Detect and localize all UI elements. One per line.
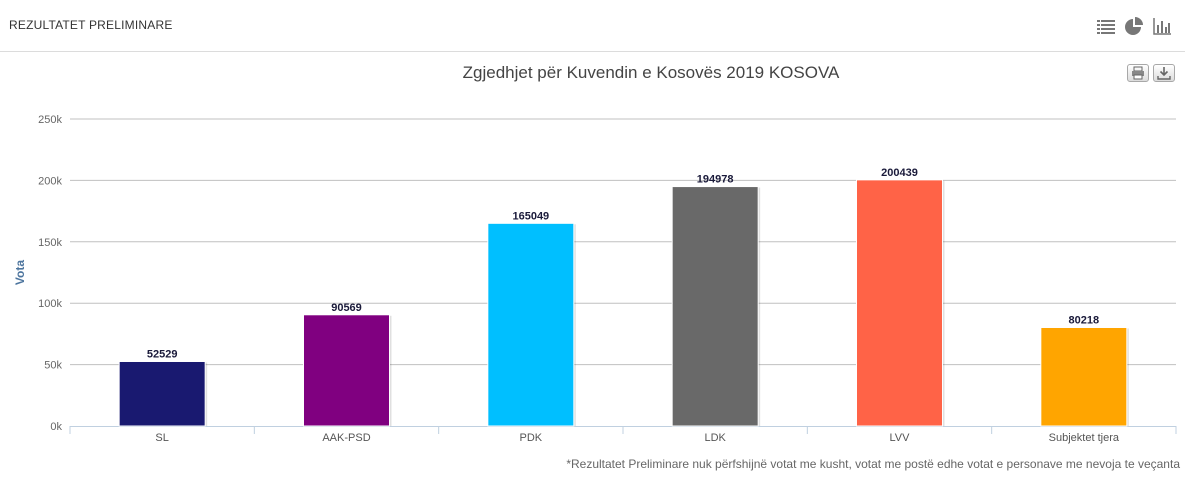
list-icon[interactable] bbox=[1096, 16, 1116, 36]
chart-footnote: *Rezultatet Preliminare nuk përfshijnë v… bbox=[566, 457, 1180, 471]
y-tick-label: 200k bbox=[38, 175, 62, 187]
bar-aak-psd[interactable] bbox=[303, 314, 390, 427]
data-label: 90569 bbox=[331, 302, 362, 314]
data-label: 80218 bbox=[1069, 314, 1100, 326]
bar-chart: Zgjedhjet për Kuvendin e Kosovës 2019 KO… bbox=[13, 63, 1177, 444]
x-tick-label: PDK bbox=[520, 432, 543, 444]
y-tick-label: 250k bbox=[38, 114, 62, 126]
x-tick-label: AAK-PSD bbox=[322, 432, 370, 444]
y-tick-label: 0k bbox=[50, 421, 62, 433]
x-tick-label: Subjektet tjera bbox=[1049, 432, 1120, 444]
y-tick-label: 100k bbox=[38, 298, 62, 310]
data-label: 52529 bbox=[147, 348, 178, 360]
bar-subjektet-tjera[interactable] bbox=[1040, 326, 1128, 427]
x-tick-label: LDK bbox=[704, 432, 726, 444]
data-label: 194978 bbox=[697, 174, 734, 186]
bar-chart-icon[interactable] bbox=[1152, 16, 1172, 36]
download-chart-button[interactable] bbox=[1153, 64, 1175, 82]
download-icon bbox=[1157, 67, 1171, 80]
bar-sl[interactable] bbox=[118, 360, 206, 427]
view-switcher bbox=[1096, 16, 1172, 36]
y-axis-title: Vota bbox=[13, 260, 27, 285]
print-chart-button[interactable] bbox=[1127, 64, 1149, 82]
bar-ldk[interactable] bbox=[671, 186, 759, 427]
x-tick-label: SL bbox=[155, 432, 168, 444]
y-tick-label: 50k bbox=[44, 360, 62, 372]
data-label: 200439 bbox=[881, 167, 918, 179]
bar-lvv[interactable] bbox=[856, 179, 943, 427]
pie-chart-icon[interactable] bbox=[1124, 16, 1144, 36]
bar-pdk[interactable] bbox=[487, 222, 575, 427]
print-icon bbox=[1132, 66, 1144, 80]
chart-title: Zgjedhjet për Kuvendin e Kosovës 2019 KO… bbox=[463, 63, 840, 82]
panel-header: REZULTATET PRELIMINARE bbox=[0, 0, 1185, 52]
y-tick-label: 150k bbox=[38, 237, 62, 249]
data-label: 165049 bbox=[512, 210, 549, 222]
x-tick-label: LVV bbox=[890, 432, 911, 444]
panel-title: REZULTATET PRELIMINARE bbox=[9, 18, 173, 32]
